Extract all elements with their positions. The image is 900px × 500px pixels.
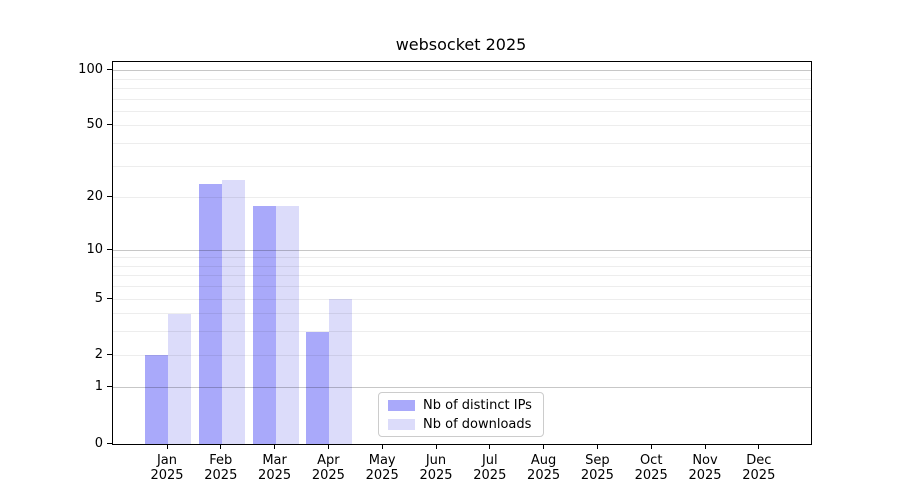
gridline-minor-6 bbox=[113, 286, 811, 288]
x-tick-year-mar: 2025 bbox=[258, 468, 292, 483]
y-tick-5 bbox=[107, 297, 112, 299]
plot-area bbox=[112, 61, 812, 445]
legend-item-downloads: Nb of downloads bbox=[379, 415, 543, 434]
gridline-minor-40 bbox=[113, 143, 811, 144]
y-tick-label-50: 50 bbox=[86, 117, 103, 133]
x-tick-label-mar: Mar 2025 bbox=[243, 453, 307, 483]
gridline-minor-3 bbox=[113, 331, 811, 333]
bar-nb-of-downloads-feb bbox=[221, 180, 245, 444]
legend-item-distinct-ips: Nb of distinct IPs bbox=[379, 396, 543, 415]
x-tick-nov bbox=[704, 444, 706, 449]
y-tick-label-100: 100 bbox=[78, 62, 103, 78]
y-tick-label-10: 10 bbox=[86, 241, 103, 257]
x-tick-label-jul: Jul 2025 bbox=[458, 453, 522, 483]
x-tick-aug bbox=[543, 444, 545, 449]
y-tick-label-20: 20 bbox=[86, 189, 103, 205]
y-tick-2 bbox=[107, 353, 112, 355]
x-tick-jan bbox=[166, 444, 168, 449]
x-tick-label-sep: Sep 2025 bbox=[565, 453, 629, 483]
chart-title: websocket 2025 bbox=[395, 35, 527, 54]
x-tick-jul bbox=[489, 444, 491, 449]
bar-nb-of-distinct-ips-apr bbox=[306, 331, 330, 444]
legend-swatch-distinct-ips-icon bbox=[388, 400, 415, 411]
gridline-minor-50 bbox=[113, 125, 811, 127]
x-tick-year-oct: 2025 bbox=[634, 468, 668, 483]
bar-nb-of-distinct-ips-mar bbox=[252, 205, 276, 444]
gridline-minor-2 bbox=[113, 354, 811, 356]
x-tick-year-apr: 2025 bbox=[311, 468, 345, 483]
legend-label-distinct-ips: Nb of distinct IPs bbox=[423, 398, 532, 413]
x-tick-label-nov: Nov 2025 bbox=[673, 453, 737, 483]
y-tick-10 bbox=[107, 248, 112, 250]
bar-nb-of-downloads-jan bbox=[168, 313, 191, 444]
x-tick-year-jan: 2025 bbox=[150, 468, 184, 483]
x-tick-apr bbox=[327, 444, 329, 449]
x-tick-mar bbox=[274, 444, 276, 449]
x-tick-year-nov: 2025 bbox=[688, 468, 722, 483]
x-tick-year-sep: 2025 bbox=[580, 468, 614, 483]
x-tick-may bbox=[381, 444, 383, 449]
x-tick-label-feb: Feb 2025 bbox=[189, 453, 253, 483]
y-tick-label-1: 1 bbox=[94, 379, 103, 395]
x-tick-year-jul: 2025 bbox=[473, 468, 507, 483]
y-tick-20 bbox=[107, 196, 112, 198]
legend: Nb of distinct IPs Nb of downloads bbox=[378, 392, 544, 437]
bar-nb-of-downloads-mar bbox=[275, 205, 299, 444]
x-tick-label-jan: Jan 2025 bbox=[135, 453, 199, 483]
x-tick-jun bbox=[435, 444, 437, 449]
x-tick-year-aug: 2025 bbox=[527, 468, 561, 483]
x-tick-label-apr: Apr 2025 bbox=[296, 453, 360, 483]
x-tick-label-may: May 2025 bbox=[350, 453, 414, 483]
x-tick-dec bbox=[758, 444, 760, 449]
gridline-minor-8 bbox=[113, 265, 811, 267]
gridline-minor-7 bbox=[113, 275, 811, 277]
legend-swatch-downloads-icon bbox=[388, 419, 415, 430]
x-tick-year-feb: 2025 bbox=[204, 468, 238, 483]
x-tick-year-jun: 2025 bbox=[419, 468, 453, 483]
gridline-minor-70 bbox=[113, 98, 811, 100]
gridline-minor-20 bbox=[113, 197, 811, 199]
y-tick-100 bbox=[107, 69, 112, 71]
y-tick-50 bbox=[107, 124, 112, 126]
x-tick-year-dec: 2025 bbox=[742, 468, 776, 483]
x-tick-year-may: 2025 bbox=[365, 468, 399, 483]
bar-nb-of-distinct-ips-jan bbox=[145, 355, 168, 444]
gridline-major-1 bbox=[113, 387, 811, 389]
y-tick-1 bbox=[107, 386, 112, 388]
gridline-minor-60 bbox=[113, 110, 811, 112]
y-tick-label-2: 2 bbox=[94, 346, 103, 362]
gridline-minor-90 bbox=[113, 78, 811, 80]
x-tick-label-aug: Aug 2025 bbox=[512, 453, 576, 483]
x-tick-feb bbox=[220, 444, 222, 449]
bar-nb-of-downloads-apr bbox=[329, 299, 353, 444]
gridline-minor-80 bbox=[113, 87, 811, 89]
x-tick-sep bbox=[596, 444, 598, 449]
gridline-minor-9 bbox=[113, 257, 811, 259]
gridline-major-10 bbox=[113, 249, 811, 251]
x-tick-label-dec: Dec 2025 bbox=[727, 453, 791, 483]
gridline-minor-4 bbox=[113, 313, 811, 315]
gridline-minor-5 bbox=[113, 298, 811, 300]
x-tick-label-oct: Oct 2025 bbox=[619, 453, 683, 483]
y-tick-0 bbox=[107, 442, 112, 444]
x-tick-label-jun: Jun 2025 bbox=[404, 453, 468, 483]
gridline-minor-30 bbox=[113, 165, 811, 167]
gridline-major-100 bbox=[113, 70, 811, 72]
bar-nb-of-distinct-ips-feb bbox=[198, 183, 222, 444]
y-tick-label-5: 5 bbox=[94, 290, 103, 306]
legend-label-downloads: Nb of downloads bbox=[423, 417, 532, 432]
x-tick-oct bbox=[650, 444, 652, 449]
y-tick-label-0: 0 bbox=[94, 435, 103, 451]
